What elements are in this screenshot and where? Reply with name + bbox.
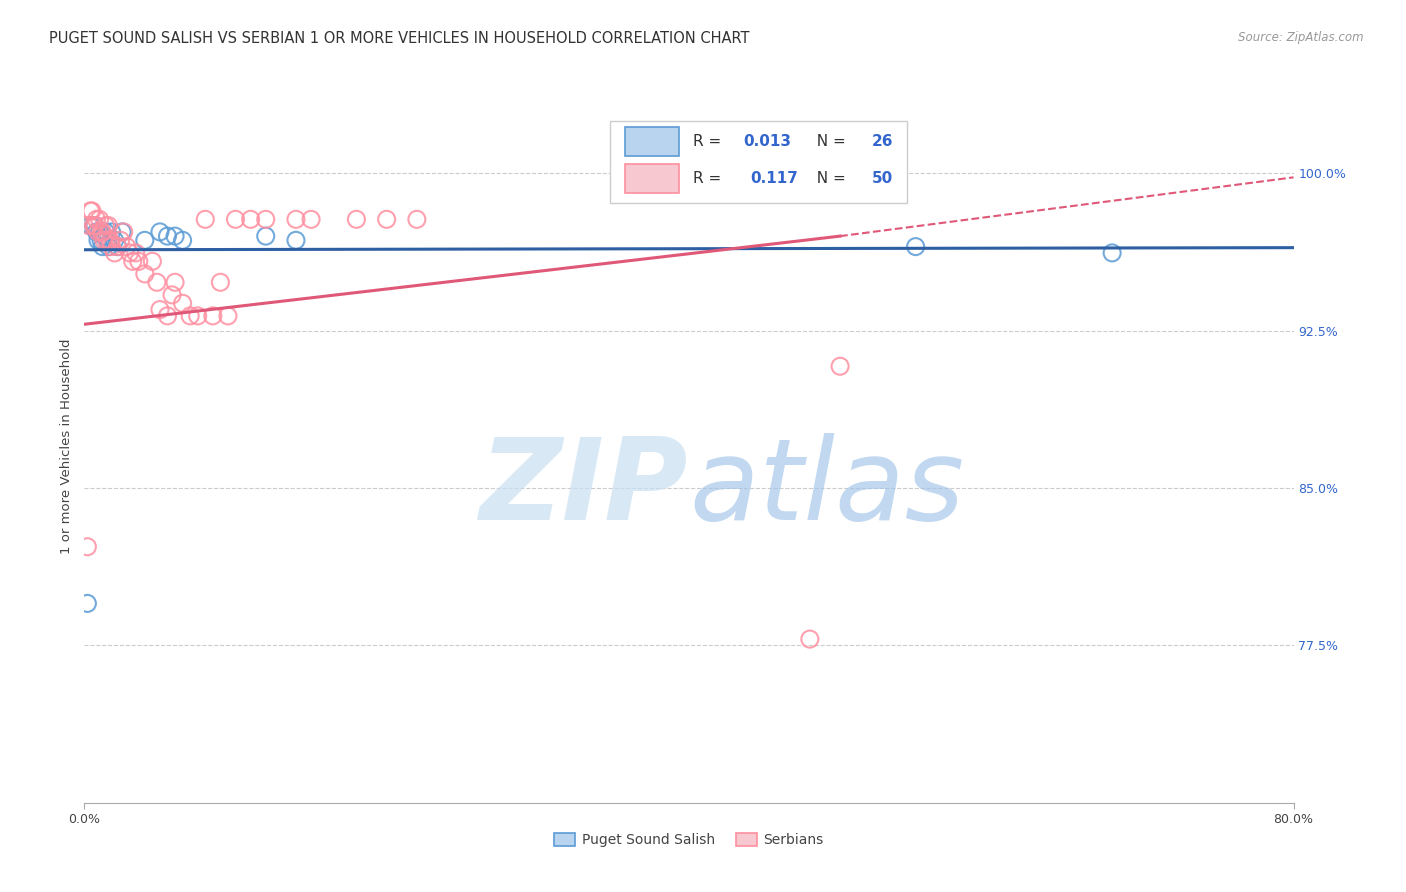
Point bbox=[80, 203, 103, 218]
Point bbox=[96, 233, 118, 247]
Point bbox=[100, 225, 122, 239]
Text: 26: 26 bbox=[872, 134, 893, 149]
FancyBboxPatch shape bbox=[610, 121, 907, 203]
Y-axis label: 1 or more Vehicles in Household: 1 or more Vehicles in Household bbox=[60, 338, 73, 554]
Legend: Puget Sound Salish, Serbians: Puget Sound Salish, Serbians bbox=[548, 828, 830, 853]
Point bbox=[91, 239, 114, 253]
Point bbox=[128, 254, 150, 268]
Text: N =: N = bbox=[807, 171, 851, 186]
Point bbox=[904, 239, 927, 253]
Point bbox=[91, 225, 114, 239]
Point bbox=[87, 233, 110, 247]
Point bbox=[217, 309, 239, 323]
Point bbox=[107, 239, 129, 253]
Text: 50: 50 bbox=[872, 171, 893, 186]
Point bbox=[146, 275, 169, 289]
Point bbox=[179, 309, 201, 323]
Text: PUGET SOUND SALISH VS SERBIAN 1 OR MORE VEHICLES IN HOUSEHOLD CORRELATION CHART: PUGET SOUND SALISH VS SERBIAN 1 OR MORE … bbox=[49, 31, 749, 46]
Point bbox=[97, 219, 120, 233]
Point bbox=[97, 239, 120, 253]
Point bbox=[93, 233, 115, 247]
Point bbox=[285, 233, 308, 247]
Point bbox=[299, 212, 322, 227]
Point bbox=[86, 212, 108, 227]
Text: R =: R = bbox=[693, 134, 725, 149]
Point bbox=[90, 225, 112, 239]
Point bbox=[89, 225, 111, 239]
Point bbox=[77, 219, 100, 233]
Point bbox=[254, 212, 277, 227]
Text: ZIP: ZIP bbox=[481, 434, 689, 544]
Point bbox=[76, 596, 98, 610]
Point bbox=[121, 254, 143, 268]
Point bbox=[84, 219, 107, 233]
Point bbox=[82, 219, 104, 233]
Point bbox=[149, 302, 172, 317]
Point bbox=[96, 233, 118, 247]
Point bbox=[89, 212, 111, 227]
Text: Source: ZipAtlas.com: Source: ZipAtlas.com bbox=[1239, 31, 1364, 45]
Point bbox=[76, 540, 98, 554]
Point bbox=[149, 225, 172, 239]
Bar bbox=[624, 164, 679, 193]
Point bbox=[100, 239, 122, 253]
Point bbox=[406, 212, 429, 227]
Point bbox=[115, 239, 138, 253]
Point bbox=[160, 288, 183, 302]
Point bbox=[110, 233, 132, 247]
Point bbox=[125, 246, 148, 260]
Point bbox=[375, 212, 398, 227]
Point bbox=[172, 296, 194, 310]
Point bbox=[107, 239, 129, 253]
Point bbox=[225, 212, 247, 227]
Point bbox=[79, 203, 101, 218]
Text: R =: R = bbox=[693, 171, 731, 186]
Point bbox=[156, 309, 179, 323]
Point bbox=[104, 246, 127, 260]
Point bbox=[285, 212, 308, 227]
Point bbox=[86, 225, 108, 239]
Point bbox=[79, 219, 101, 233]
Point bbox=[104, 233, 127, 247]
Point bbox=[84, 219, 107, 233]
Point bbox=[172, 233, 194, 247]
Point bbox=[87, 225, 110, 239]
Point bbox=[112, 225, 135, 239]
Point bbox=[346, 212, 368, 227]
Point bbox=[141, 254, 163, 268]
Bar bbox=[624, 127, 679, 155]
Point bbox=[830, 359, 852, 374]
Point bbox=[118, 246, 141, 260]
Text: 0.013: 0.013 bbox=[744, 134, 792, 149]
Point bbox=[194, 212, 217, 227]
Point bbox=[134, 267, 156, 281]
Point bbox=[1101, 246, 1123, 260]
Text: 0.117: 0.117 bbox=[751, 171, 799, 186]
Point bbox=[165, 229, 187, 244]
Text: N =: N = bbox=[807, 134, 851, 149]
Point bbox=[82, 219, 104, 233]
Point bbox=[254, 229, 277, 244]
Point bbox=[239, 212, 262, 227]
Point bbox=[98, 233, 121, 247]
Point bbox=[156, 229, 179, 244]
Point bbox=[201, 309, 224, 323]
Point bbox=[94, 225, 117, 239]
Point bbox=[165, 275, 187, 289]
Point bbox=[187, 309, 209, 323]
Point bbox=[134, 233, 156, 247]
Point bbox=[90, 233, 112, 247]
Point bbox=[111, 225, 134, 239]
Point bbox=[799, 632, 821, 646]
Point bbox=[94, 219, 117, 233]
Point bbox=[209, 275, 232, 289]
Point bbox=[93, 229, 115, 244]
Text: atlas: atlas bbox=[689, 434, 965, 544]
